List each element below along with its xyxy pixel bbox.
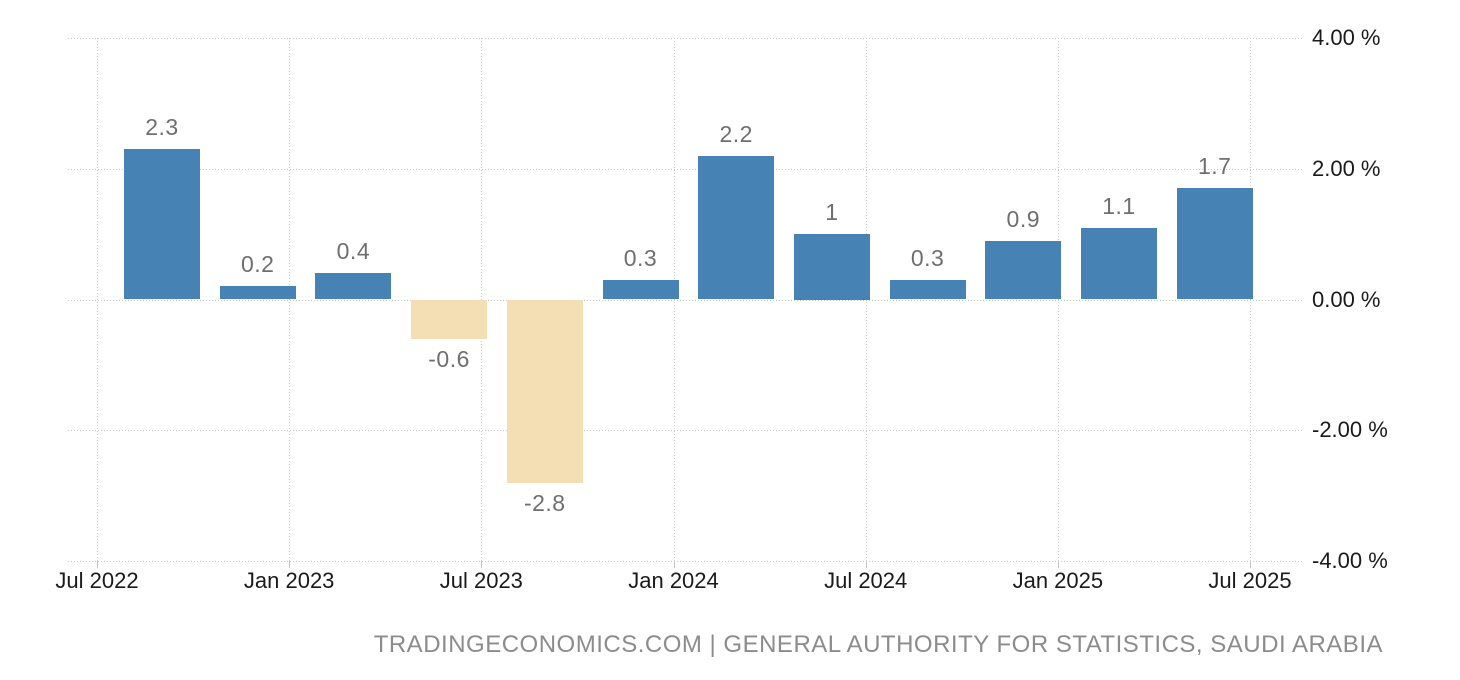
data-bar[interactable] [698,155,775,300]
y-axis-tick-label: 4.00 % [1312,25,1381,50]
gridline-vertical [1057,38,1059,561]
gridline-vertical [97,38,98,561]
bar-value-label: 0.9 [1006,205,1041,232]
bar-value-label: 0.3 [910,244,945,271]
x-axis-tick-label: Jul 2024 [824,568,908,593]
data-bar[interactable] [315,273,392,300]
x-axis-tick-label: Jul 2022 [55,568,139,593]
data-bar[interactable] [506,299,583,483]
attribution-text: TRADINGECONOMICS.COM | GENERAL AUTHORITY… [373,631,1383,658]
bar-value-label: 0.2 [240,251,275,278]
bar-value-label: 1.1 [1102,192,1136,219]
x-axis-tick-label: Jan 2023 [243,568,335,593]
x-axis-tick [1057,561,1059,568]
data-bar[interactable] [889,279,966,300]
bar-value-label: 0.3 [623,244,658,271]
x-axis-tick-label: Jan 2025 [1012,568,1104,593]
x-axis-tick [481,561,483,568]
x-axis-tick [97,561,98,568]
plot-area: 2.3 0.2 0.4 -0.6 -2.8 0.3 2.2 1 0.3 0.9 1.1 1.7 [68,38,1302,562]
gridline-vertical [1250,38,1252,561]
gridline-vertical [289,38,291,561]
x-axis-tick-label: Jul 2025 [1208,568,1292,593]
gridline-horizontal [68,168,1302,170]
x-axis-tick [865,561,867,568]
bar-value-label: 2.3 [145,114,179,141]
bar-value-label: 0.4 [336,238,371,265]
x-axis-tick-label: Jul 2023 [439,568,523,593]
y-axis-tick-label: 0.00 % [1312,286,1381,312]
gridline-horizontal [68,561,1302,562]
data-bar[interactable] [793,234,870,300]
y-axis-tick-label: -4.00 % [1312,548,1388,573]
bar-value-label: 1 [825,199,839,226]
x-axis-tick [1250,561,1252,568]
y-axis-tick-label: -2.00 % [1312,417,1388,443]
data-bar[interactable] [1176,188,1253,300]
y-axis-tick-label: 2.00 % [1312,155,1381,181]
bar-value-label: -0.6 [428,345,470,372]
bar-value-label: 2.2 [719,120,753,147]
x-axis-tick [289,561,291,568]
x-axis-tick [673,561,675,568]
gridline-vertical [673,38,675,561]
data-bar[interactable] [1081,227,1157,300]
data-bar[interactable] [124,149,200,300]
gridline-horizontal [68,299,1302,301]
x-axis-tick-label: Jan 2024 [628,568,719,593]
data-bar[interactable] [219,286,296,300]
data-bar[interactable] [985,240,1062,300]
gridline-vertical [865,38,867,561]
gridline-horizontal [68,38,1302,39]
data-bar[interactable] [602,279,679,300]
data-bar[interactable] [411,299,488,339]
bar-value-label: 1.7 [1197,153,1232,180]
gridline-horizontal [68,430,1302,432]
bar-value-label: -2.8 [523,489,566,516]
